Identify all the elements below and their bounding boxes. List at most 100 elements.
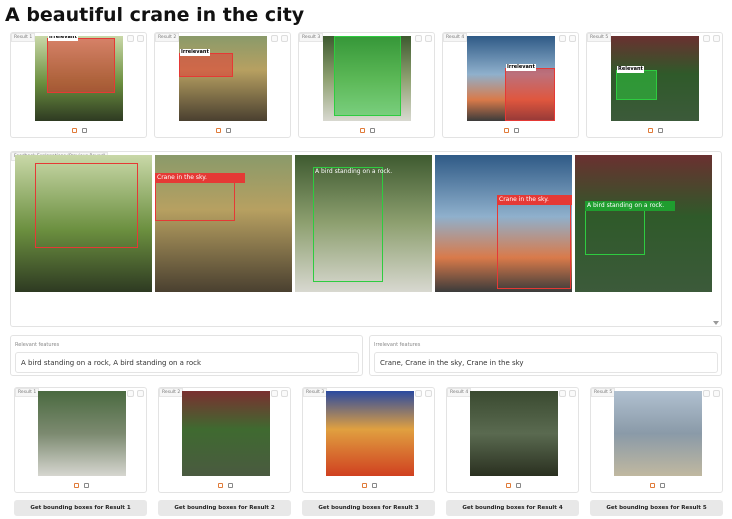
result-label: Result 2 bbox=[155, 33, 180, 42]
select-icon[interactable] bbox=[74, 483, 79, 488]
result-panel: Result 3 bbox=[298, 32, 435, 138]
result-label: Result 1 bbox=[11, 33, 36, 42]
download-button[interactable] bbox=[127, 35, 134, 42]
box-tag: Relevant bbox=[617, 66, 644, 73]
bounding-box bbox=[35, 163, 138, 248]
result-image: Irrelevant bbox=[179, 36, 267, 121]
select-icon[interactable] bbox=[72, 128, 77, 133]
result-label: Result 3 bbox=[303, 388, 328, 397]
irrelevant-panel: Irrelevant features Crane, Crane in the s… bbox=[369, 335, 722, 376]
download-button[interactable] bbox=[559, 35, 566, 42]
hand-icon[interactable] bbox=[228, 483, 233, 488]
hand-icon[interactable] bbox=[660, 483, 665, 488]
close-button[interactable] bbox=[569, 390, 576, 397]
download-button[interactable] bbox=[415, 390, 422, 397]
caption: A bird standing on a rock. bbox=[585, 201, 675, 211]
select-icon[interactable] bbox=[504, 128, 509, 133]
feedback-panel: Feedback Explanations (Previous Round)Cr… bbox=[10, 151, 722, 327]
download-button[interactable] bbox=[703, 35, 710, 42]
result-panel: Result 4 bbox=[446, 387, 579, 493]
result-panel: Result 2 bbox=[158, 387, 291, 493]
bounding-box: Irrelevant bbox=[505, 64, 555, 121]
close-button[interactable] bbox=[137, 35, 144, 42]
result-image: Irrelevant bbox=[35, 36, 123, 121]
result-image bbox=[470, 391, 558, 476]
bounding-box: Irrelevant bbox=[47, 36, 115, 93]
field-label: Irrelevant features bbox=[374, 342, 421, 348]
close-button[interactable] bbox=[281, 35, 288, 42]
select-icon[interactable] bbox=[360, 128, 365, 133]
select-icon[interactable] bbox=[648, 128, 653, 133]
result-panel: Result 1 bbox=[14, 387, 147, 493]
hand-icon[interactable] bbox=[514, 128, 519, 133]
download-button[interactable] bbox=[703, 390, 710, 397]
select-icon[interactable] bbox=[218, 483, 223, 488]
bounding-box: Relevant bbox=[616, 66, 657, 100]
field-input[interactable]: A bird standing on a rock, A bird standi… bbox=[15, 352, 359, 373]
bounding-box-button[interactable]: Get bounding boxes for Result 3 bbox=[302, 500, 435, 516]
hand-icon[interactable] bbox=[82, 128, 87, 133]
result-label: Result 2 bbox=[159, 388, 184, 397]
close-button[interactable] bbox=[425, 390, 432, 397]
feedback-image bbox=[15, 155, 152, 292]
bounding-box-button[interactable]: Get bounding boxes for Result 2 bbox=[158, 500, 291, 516]
result-label: Result 3 bbox=[299, 33, 324, 42]
result-panel: Result 5 Relevant bbox=[586, 32, 723, 138]
caption: Crane in the sky. bbox=[155, 173, 245, 183]
result-image: Relevant bbox=[611, 36, 699, 121]
field-input[interactable]: Crane, Crane in the sky, Crane in the sk… bbox=[374, 352, 718, 373]
download-button[interactable] bbox=[271, 35, 278, 42]
result-label: Result 4 bbox=[447, 388, 472, 397]
close-button[interactable] bbox=[281, 390, 288, 397]
hand-icon[interactable] bbox=[226, 128, 231, 133]
result-image: Irrelevant bbox=[467, 36, 555, 121]
feedback-image: Crane in the sky. bbox=[435, 155, 572, 292]
caption: A bird standing on a rock. bbox=[315, 168, 393, 175]
bounding-box-button[interactable]: Get bounding boxes for Result 4 bbox=[446, 500, 579, 516]
box-tag: Irrelevant bbox=[48, 36, 78, 41]
scroll-arrow[interactable] bbox=[713, 321, 719, 325]
bounding-box: Irrelevant bbox=[179, 49, 233, 77]
feedback-image: A bird standing on a rock. bbox=[295, 155, 432, 292]
bounding-box bbox=[497, 195, 571, 289]
result-panel: Result 4 Irrelevant bbox=[442, 32, 579, 138]
feedback-image: A bird standing on a rock. bbox=[575, 155, 712, 292]
relevant-panel: Relevant features A bird standing on a ro… bbox=[10, 335, 363, 376]
result-label: Result 5 bbox=[591, 388, 616, 397]
box-tag: Irrelevant bbox=[506, 64, 536, 71]
select-icon[interactable] bbox=[506, 483, 511, 488]
bounding-box bbox=[334, 36, 401, 116]
result-image bbox=[182, 391, 270, 476]
result-image bbox=[323, 36, 411, 121]
result-label: Result 4 bbox=[443, 33, 468, 42]
hand-icon[interactable] bbox=[658, 128, 663, 133]
download-button[interactable] bbox=[559, 390, 566, 397]
download-button[interactable] bbox=[271, 390, 278, 397]
hand-icon[interactable] bbox=[370, 128, 375, 133]
download-button[interactable] bbox=[415, 35, 422, 42]
field-label: Relevant features bbox=[15, 342, 60, 348]
close-button[interactable] bbox=[713, 35, 720, 42]
bounding-box-button[interactable]: Get bounding boxes for Result 1 bbox=[14, 500, 147, 516]
bounding-box-button[interactable]: Get bounding boxes for Result 5 bbox=[590, 500, 723, 516]
page-title: A beautiful crane in the city bbox=[5, 4, 305, 26]
hand-icon[interactable] bbox=[372, 483, 377, 488]
close-button[interactable] bbox=[137, 390, 144, 397]
select-icon[interactable] bbox=[650, 483, 655, 488]
close-button[interactable] bbox=[713, 390, 720, 397]
result-label: Result 1 bbox=[15, 388, 40, 397]
hand-icon[interactable] bbox=[516, 483, 521, 488]
result-panel: Result 5 bbox=[590, 387, 723, 493]
select-icon[interactable] bbox=[362, 483, 367, 488]
close-button[interactable] bbox=[425, 35, 432, 42]
caption: Crane in the sky. bbox=[497, 195, 572, 205]
result-panel: Result 2 Irrelevant bbox=[154, 32, 291, 138]
result-label: Result 5 bbox=[587, 33, 612, 42]
hand-icon[interactable] bbox=[84, 483, 89, 488]
result-image bbox=[614, 391, 702, 476]
feedback-image: Crane in the sky. bbox=[155, 155, 292, 292]
select-icon[interactable] bbox=[216, 128, 221, 133]
download-button[interactable] bbox=[127, 390, 134, 397]
close-button[interactable] bbox=[569, 35, 576, 42]
